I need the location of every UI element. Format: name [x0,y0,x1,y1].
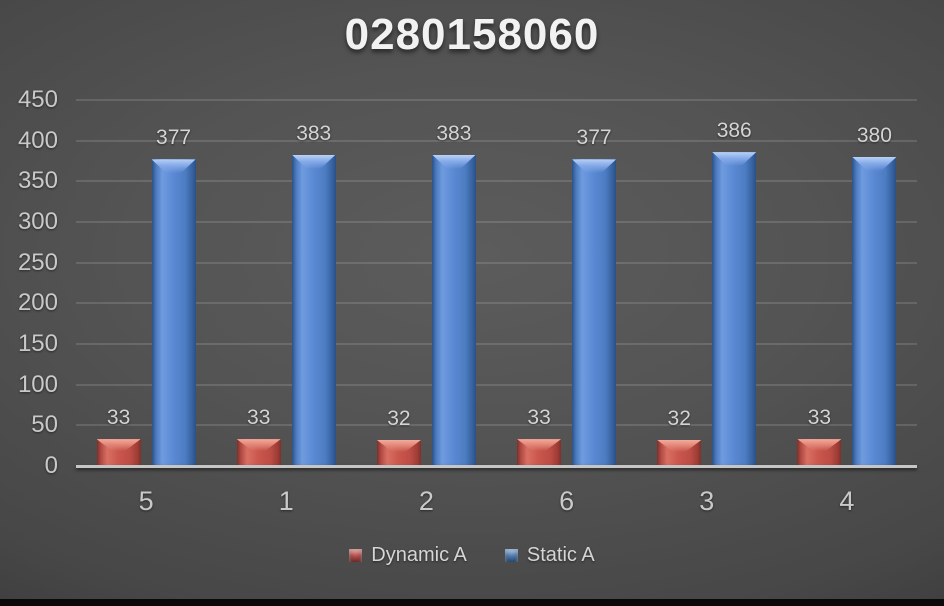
x-axis-line [76,465,917,468]
data-label: 32 [667,406,691,430]
bar-dynamic-a [657,439,702,466]
gridline [76,343,917,345]
category-group: 32 383 [356,100,496,466]
category-group: 33 380 [777,100,917,466]
category-group: 33 377 [76,100,216,466]
gridline [76,139,917,142]
gridline [76,383,917,386]
data-label: 32 [387,406,411,430]
x-axis-label: 3 [699,486,715,516]
y-axis-label: 150 [17,330,58,357]
bar-static-a [431,154,476,466]
legend-marker-dynamic-a [349,548,363,562]
legend-item: Dynamic A [349,544,467,567]
data-label: 377 [576,126,612,150]
gridline [76,221,917,223]
x-axis-label: 5 [138,486,154,516]
legend-marker-static-a [504,548,518,562]
y-axis-label: 0 [44,452,58,479]
data-label: 33 [527,406,551,430]
gridline [76,424,917,427]
legend-item: Static A [504,543,595,567]
gridline [76,99,917,101]
y-axis-label: 200 [17,289,58,317]
bar-static-a [291,154,336,466]
category-group: 32 386 [637,100,777,466]
legend-label: Static A [526,543,595,566]
legend-label: Dynamic A [371,543,467,566]
bar-dynamic-a [96,439,141,466]
y-axis-label: 400 [17,126,58,154]
gridline [76,180,917,183]
chart-title: 0280158060 [344,10,600,59]
x-axis-label: 6 [559,486,575,516]
bar-static-a [852,156,897,466]
y-axis-label: 100 [17,370,58,398]
bar-dynamic-a [236,439,281,466]
gridline [76,261,917,264]
legend: Dynamic A Static A [0,541,944,569]
plot-area: 33 377 33 383 32 383 33 377 32 386 33 380 [76,99,917,468]
bar-dynamic-a [797,439,842,466]
bar-static-a [572,159,617,466]
gridline [76,302,917,305]
y-axis-label: 250 [17,248,58,276]
data-label: 380 [856,123,892,147]
bar-dynamic-a [376,439,421,466]
bottom-bar [0,599,944,606]
bar-static-a [712,152,757,466]
bar-dynamic-a [517,439,562,466]
y-axis-label: 300 [17,208,58,235]
x-axis-label: 4 [839,486,855,516]
category-group: 33 383 [216,100,356,466]
data-label: 383 [436,121,472,145]
bar-static-a [151,159,196,466]
y-axis-label: 350 [17,167,58,195]
category-group: 33 377 [497,100,637,466]
y-axis-label: 50 [31,411,58,439]
data-label: 377 [156,126,192,150]
y-axis-label: 450 [17,86,58,113]
x-axis-label: 2 [418,486,434,516]
data-label: 386 [716,119,752,143]
y-axis: 0 50 100 150 200 250 300 350 400 450 [6,87,58,479]
data-label: 383 [296,121,332,145]
x-axis: 5 1 2 6 3 4 [76,486,917,520]
data-label: 33 [247,406,271,430]
data-label: 33 [807,406,832,430]
x-axis-label: 1 [278,486,294,516]
data-label: 33 [106,406,131,430]
